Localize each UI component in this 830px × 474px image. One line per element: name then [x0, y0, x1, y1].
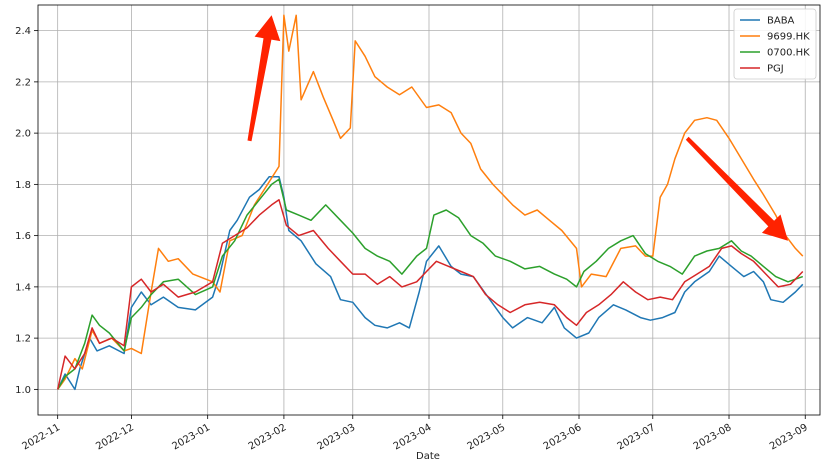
- legend-label-0700-hk: 0700.HK: [767, 48, 810, 59]
- legend-label-9699-hk: 9699.HK: [767, 32, 810, 43]
- y-tick-label: 2.4: [15, 26, 31, 37]
- y-tick-label: 1.0: [15, 385, 31, 396]
- series-line-9699-hk: [57, 14, 804, 390]
- x-axis-title: Date: [416, 451, 440, 462]
- y-tick-label: 1.2: [15, 334, 31, 345]
- legend-label-pgj: PGJ: [767, 64, 784, 75]
- y-tick-label: 1.8: [15, 180, 31, 191]
- x-tick-label: 2023-07: [616, 422, 658, 452]
- x-tick-label: 2023-06: [542, 422, 584, 452]
- y-tick-label: 2.0: [15, 129, 31, 140]
- x-axis: 2022-11 2022-12 2023-01 2023-02 2023-03 2023-…: [20, 415, 810, 452]
- y-tick-label: 1.6: [15, 231, 31, 242]
- y-tick-label: 1.4: [15, 282, 31, 293]
- grid-lines: [38, 5, 820, 415]
- y-tick-label: 2.2: [15, 77, 31, 88]
- x-tick-label: 2022-11: [20, 422, 62, 452]
- legend-box: [733, 8, 817, 80]
- x-tick-label: 2023-01: [170, 422, 212, 452]
- x-tick-label: 2023-04: [392, 422, 434, 452]
- y-axis: 1.0 1.2 1.4 1.6 1.8 2.0 2.2 2.4: [15, 26, 38, 396]
- x-tick-label: 2023-02: [247, 422, 289, 452]
- x-tick-label: 2023-09: [768, 422, 810, 452]
- red-arrow-annotation: [685, 136, 788, 241]
- series-line-baba: [57, 175, 804, 391]
- series-line-pgj: [56, 199, 804, 390]
- annotations: [247, 15, 788, 241]
- legend: BABA 9699.HK 0700.HK PGJ: [733, 8, 817, 80]
- series-lines: [56, 14, 804, 391]
- x-tick-label: 2023-05: [466, 422, 508, 452]
- x-tick-label: 2023-03: [316, 422, 358, 452]
- x-tick-label: 2022-12: [94, 422, 136, 452]
- red-arrow-annotation: [247, 15, 281, 142]
- x-tick-label: 2023-08: [692, 422, 734, 452]
- legend-label-baba: BABA: [767, 16, 795, 27]
